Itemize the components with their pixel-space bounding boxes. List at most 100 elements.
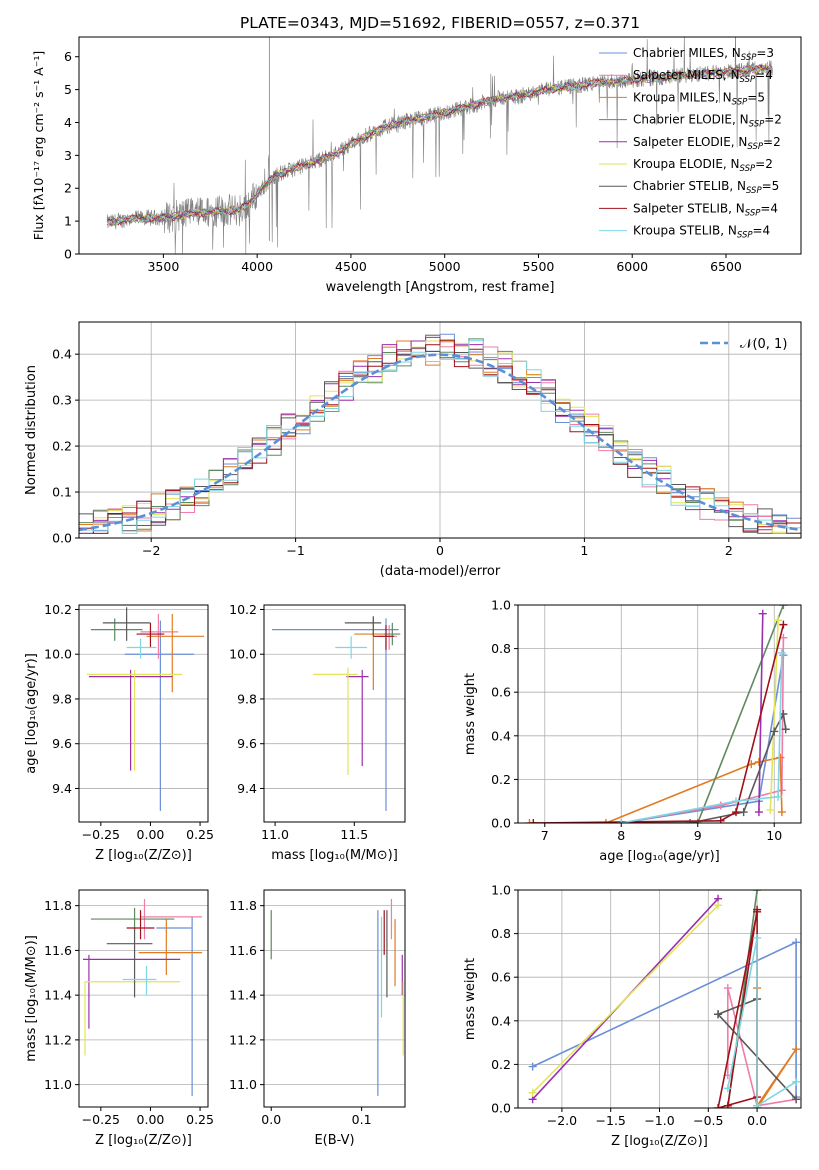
age-vs-Z-chart: −0.25 0.00 0.25 9.4 9.6 9.8 10.0 10.2 Z [log₁₀(Z… (24, 602, 214, 863)
x-tick-label: −1.5 (596, 1113, 626, 1128)
errorbar-point (384, 622, 401, 646)
legend-label: Kroupa MILES, NSSP=5 (633, 90, 765, 107)
errorbar-point (156, 916, 193, 1096)
errorbar-point (378, 625, 398, 650)
axes-frame (78, 604, 209, 823)
x-tick-label: 3500 (147, 259, 179, 274)
plus-marker (731, 808, 740, 817)
errorbar-point (335, 636, 367, 659)
errorbar-point (124, 620, 195, 811)
plus-marker (714, 1104, 723, 1108)
plus-marker (731, 797, 740, 806)
plus-marker (528, 1062, 537, 1071)
y-tick-label: 6 (64, 49, 72, 64)
y-tick-label: 9.6 (237, 736, 257, 751)
y-tick-label: 0.4 (491, 728, 511, 743)
y-tick-label: 9.6 (52, 736, 72, 751)
spectrum-chart: 3500 4000 4500 5000 5500 6000 6500 0 1 2 3 4 5 6 wavel… (31, 36, 802, 295)
x-tick-label: −0.25 (82, 1112, 120, 1127)
histogram-chabrier-stelib (79, 347, 801, 534)
x-tick-label: 0.25 (186, 1112, 214, 1127)
legend-label: Salpeter STELIB, NSSP=4 (633, 201, 778, 218)
y-tick-label: 0.8 (491, 926, 511, 941)
x-tick-label: 7 (541, 828, 549, 843)
mass-vs-ebv-chart: 0.0 0.1 11.0 11.2 11.4 11.6 11.8 E(B-V) (229, 889, 406, 1148)
errorbar-point (102, 607, 151, 641)
x-tick-label: 8 (617, 828, 625, 843)
x-tick-label: −0.5 (693, 1113, 723, 1128)
x-tick-label: 5500 (523, 259, 555, 274)
errorbar-point (90, 907, 175, 931)
legend-label: Chabrier ELODIE, NSSP=2 (633, 113, 782, 130)
mass-weight-vs-Z-chart: −2.0 −1.5 −1.0 −0.5 0.0 0.0 0.2 0.4 0.6 0.8 1.0 Z [… (463, 883, 802, 1149)
spectrum-legend: Chabrier MILES, NSSP=3 Salpeter MILES, NS… (599, 46, 782, 241)
x-tick-label: −2.0 (547, 1113, 577, 1128)
y-tick-label: 0.6 (491, 685, 511, 700)
y-tick-label: 11.6 (44, 943, 72, 958)
x-axis-label: mass [log₁₀(M/M⊙)] (271, 848, 398, 863)
y-tick-label: 9.8 (237, 691, 257, 706)
y-tick-label: 1.0 (491, 598, 511, 613)
plus-marker (714, 901, 723, 910)
plus-marker (529, 819, 538, 823)
y-tick-label: 0.2 (52, 439, 72, 454)
errorbar-point (122, 966, 157, 996)
y-tick-label: 9.4 (237, 781, 257, 796)
plus-marker (525, 819, 534, 823)
legend-label: Salpeter ELODIE, NSSP=2 (633, 135, 781, 152)
y-tick-label: 0.1 (52, 485, 72, 500)
y-tick-label: 10.2 (44, 602, 72, 617)
y-tick-label: 0.4 (52, 347, 72, 362)
y-axis-label: mass weight (463, 958, 478, 1040)
x-tick-label: −1.0 (644, 1113, 674, 1128)
x-axis-label: wavelength [Angstrom, rest frame] (326, 280, 555, 295)
x-tick-label: 0.0 (747, 1113, 767, 1128)
y-tick-label: 2 (64, 181, 72, 196)
plus-marker (754, 757, 763, 766)
y-tick-label: 0 (64, 247, 72, 262)
plus-marker (776, 753, 785, 762)
x-tick-label: 11.0 (261, 827, 289, 842)
x-tick-label: 4000 (241, 259, 273, 274)
mass-weight-vs-age-plot-area (525, 605, 790, 823)
y-tick-label: 11.6 (229, 943, 257, 958)
age-vs-mass-chart: 11.0 11.5 9.4 9.6 9.8 10.0 10.2 mass [log₁₀(M/M… (229, 602, 406, 863)
x-tick-label: 2 (725, 543, 733, 558)
legend-label: Salpeter MILES, NSSP=4 (633, 68, 773, 85)
y-axis-label: Flux [fλ10⁻¹⁷ erg cm⁻² s⁻¹ A⁻¹] (31, 51, 46, 240)
plus-marker (770, 727, 779, 736)
y-tick-label: 0.2 (491, 772, 511, 787)
x-tick-label: 5000 (429, 259, 461, 274)
mass-weight-line-kroupa-elodie (532, 904, 719, 1094)
plus-marker (766, 805, 775, 814)
errorbar-point (90, 618, 143, 641)
x-tick-label: 0 (436, 543, 444, 558)
spectrum-plot-area (106, 37, 773, 254)
y-tick-label: 11.4 (229, 988, 257, 1003)
mass-weight-vs-age-chart: 7 8 9 10 0.0 0.2 0.4 0.6 0.8 1.0 age [log₁₀(age/yr… (463, 598, 802, 864)
y-axis-label: age [log₁₀(age/yr)] (24, 653, 39, 774)
age-vs-mass-plot-area (271, 616, 401, 811)
model-spectrum-kroupa-elodie (106, 63, 773, 225)
plus-marker (753, 933, 762, 942)
errorbar-point (136, 622, 165, 648)
legend-label: Kroupa STELIB, NSSP=4 (633, 224, 770, 241)
plus-marker (716, 816, 725, 823)
residuals-plot-area (79, 333, 801, 534)
errorbar-point (373, 625, 394, 650)
x-tick-label: 9 (694, 828, 702, 843)
mass-weight-line-kroupa-miles (756, 988, 797, 1108)
errorbar-point (344, 616, 382, 637)
model-spectrum-kroupa-stelib (106, 65, 773, 226)
errorbar-point (126, 910, 155, 940)
y-tick-label: 0.4 (491, 1013, 511, 1028)
errorbar-point (82, 954, 181, 1029)
plus-marker (777, 648, 786, 657)
errorbar-point (106, 928, 153, 998)
axes-frame (78, 36, 802, 255)
mass-weight-line-salpeter-miles (727, 987, 797, 1107)
x-tick-label: 4500 (335, 259, 367, 274)
x-tick-label: 10 (766, 828, 782, 843)
errorbar-point (86, 669, 183, 771)
